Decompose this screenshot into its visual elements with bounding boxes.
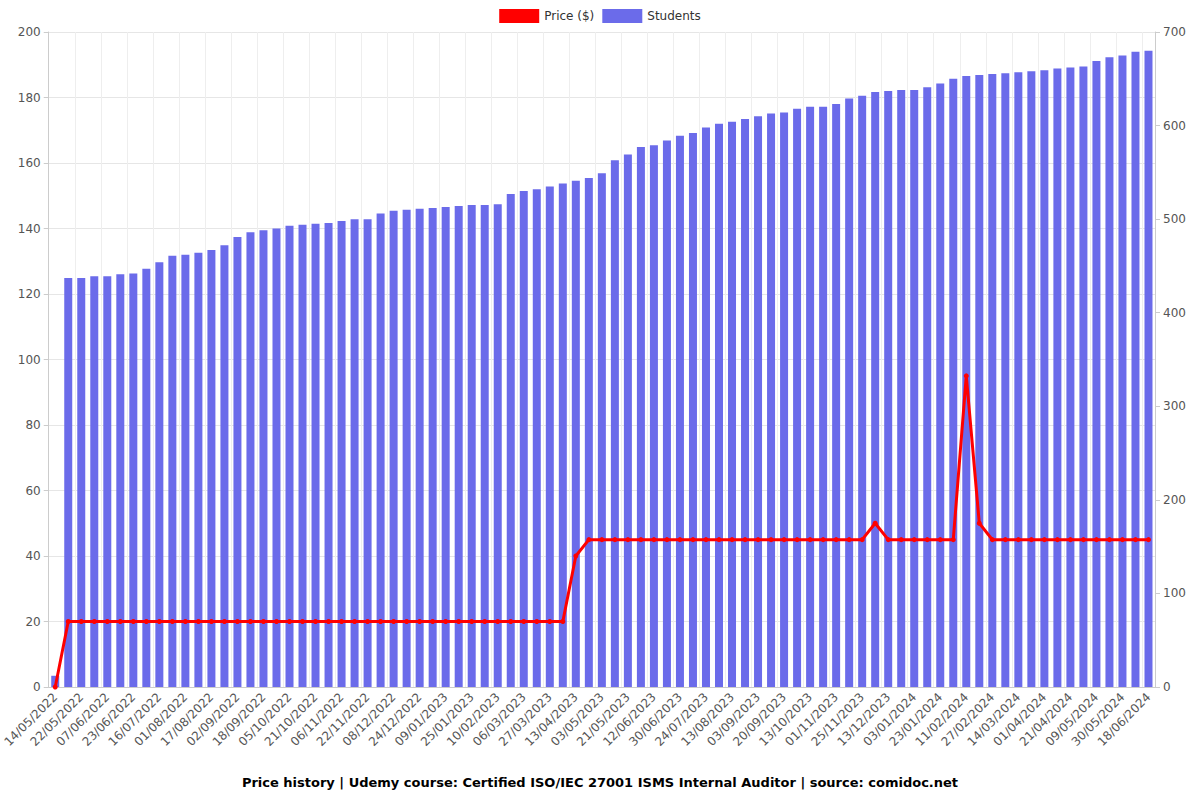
- svg-text:200: 200: [1163, 493, 1186, 507]
- svg-text:13/04/2023: 13/04/2023: [522, 690, 581, 749]
- svg-text:21/10/2022: 21/10/2022: [261, 690, 321, 749]
- svg-text:80: 80: [25, 418, 40, 432]
- svg-text:27/03/2023: 27/03/2023: [496, 690, 555, 749]
- svg-text:11/02/2024: 11/02/2024: [912, 690, 972, 749]
- svg-text:100: 100: [1163, 586, 1186, 600]
- svg-text:40: 40: [25, 549, 40, 563]
- svg-text:Students: Students: [647, 9, 701, 23]
- svg-text:27/02/2024: 27/02/2024: [938, 690, 998, 749]
- svg-text:25/01/2023: 25/01/2023: [417, 690, 477, 749]
- svg-text:180: 180: [18, 91, 41, 105]
- svg-text:21/04/2024: 21/04/2024: [1016, 690, 1076, 749]
- svg-text:160: 160: [18, 156, 41, 170]
- svg-text:13/12/2023: 13/12/2023: [834, 690, 894, 749]
- svg-text:05/10/2022: 05/10/2022: [235, 690, 295, 749]
- svg-text:400: 400: [1163, 306, 1186, 320]
- svg-text:24/12/2022: 24/12/2022: [365, 690, 425, 749]
- svg-text:60: 60: [25, 484, 40, 498]
- svg-text:12/06/2023: 12/06/2023: [600, 690, 659, 749]
- svg-text:01/04/2024: 01/04/2024: [990, 690, 1050, 749]
- svg-text:14/05/2022: 14/05/2022: [1, 690, 61, 749]
- svg-text:0: 0: [33, 680, 41, 694]
- svg-text:200: 200: [18, 25, 41, 39]
- svg-text:09/05/2024: 09/05/2024: [1042, 690, 1102, 749]
- svg-text:09/01/2023: 09/01/2023: [391, 690, 451, 749]
- svg-text:120: 120: [18, 287, 41, 301]
- svg-text:10/02/2023: 10/02/2023: [443, 690, 503, 749]
- svg-text:02/09/2022: 02/09/2022: [183, 690, 243, 749]
- svg-text:17/08/2022: 17/08/2022: [157, 690, 217, 749]
- svg-text:600: 600: [1163, 119, 1186, 133]
- svg-text:100: 100: [18, 353, 41, 367]
- svg-text:13/10/2023: 13/10/2023: [756, 690, 816, 749]
- svg-text:21/05/2023: 21/05/2023: [574, 690, 633, 749]
- svg-text:01/08/2022: 01/08/2022: [131, 690, 191, 749]
- svg-text:06/11/2022: 06/11/2022: [287, 690, 347, 749]
- svg-text:20/09/2023: 20/09/2023: [730, 690, 789, 749]
- svg-text:140: 140: [18, 222, 41, 236]
- svg-text:03/01/2024: 03/01/2024: [860, 690, 920, 749]
- svg-text:20: 20: [25, 615, 40, 629]
- svg-text:06/03/2023: 06/03/2023: [470, 690, 529, 749]
- svg-text:03/09/2023: 03/09/2023: [704, 690, 763, 749]
- svg-text:700: 700: [1163, 25, 1186, 39]
- svg-text:0: 0: [1163, 680, 1171, 694]
- svg-text:23/01/2024: 23/01/2024: [886, 690, 946, 749]
- svg-text:18/09/2022: 18/09/2022: [209, 690, 269, 749]
- svg-text:14/03/2024: 14/03/2024: [964, 690, 1024, 749]
- svg-text:22/05/2022: 22/05/2022: [27, 690, 87, 749]
- svg-text:01/11/2023: 01/11/2023: [782, 690, 842, 749]
- svg-text:24/07/2023: 24/07/2023: [652, 690, 711, 749]
- svg-text:30/06/2023: 30/06/2023: [626, 690, 685, 749]
- svg-text:07/06/2022: 07/06/2022: [53, 690, 113, 749]
- svg-text:13/08/2023: 13/08/2023: [678, 690, 737, 749]
- svg-text:25/11/2023: 25/11/2023: [808, 690, 868, 749]
- svg-text:08/12/2022: 08/12/2022: [339, 690, 399, 749]
- svg-text:23/06/2022: 23/06/2022: [79, 690, 139, 749]
- svg-text:300: 300: [1163, 399, 1186, 413]
- svg-text:Price ($): Price ($): [544, 9, 594, 23]
- svg-text:500: 500: [1163, 212, 1186, 226]
- svg-text:18/06/2024: 18/06/2024: [1095, 690, 1154, 749]
- svg-text:16/07/2022: 16/07/2022: [105, 690, 165, 749]
- svg-text:03/05/2023: 03/05/2023: [548, 690, 607, 749]
- svg-text:22/11/2022: 22/11/2022: [313, 690, 373, 749]
- svg-text:Price history | Udemy course:: Price history | Udemy course: Certified …: [242, 775, 958, 790]
- svg-text:30/05/2024: 30/05/2024: [1068, 690, 1128, 749]
